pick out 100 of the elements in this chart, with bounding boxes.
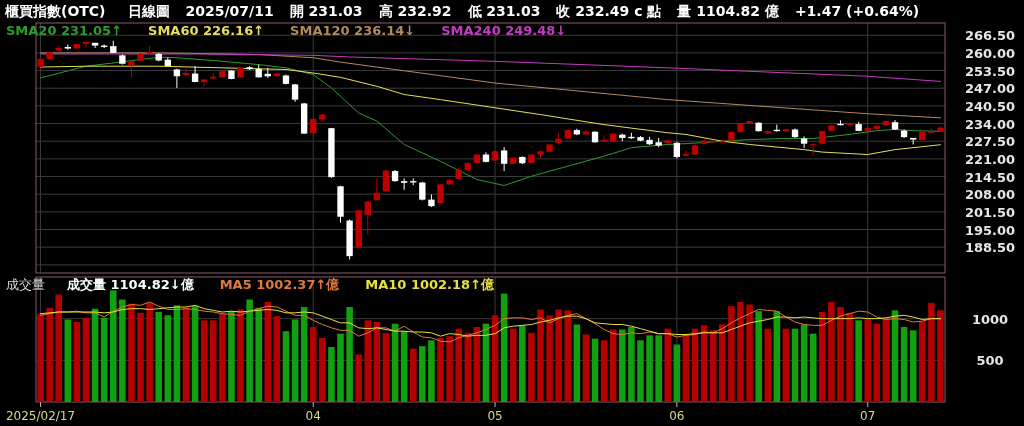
bar <box>146 302 153 402</box>
bar <box>873 323 881 402</box>
text: 日線圖 <box>127 3 170 19</box>
bar <box>682 334 690 402</box>
bar <box>555 309 562 402</box>
legend: 成交量 1104.82↓億 MA5 1002.37↑億 MA10 1002.18↑億 <box>67 277 495 292</box>
y-tick-label: 188.50 <box>964 240 1016 256</box>
bar <box>409 348 417 402</box>
bar <box>437 337 444 402</box>
bar <box>400 331 408 402</box>
bar <box>700 325 708 402</box>
bar <box>646 335 653 402</box>
bar <box>228 311 235 402</box>
y-axis-title: 成交量 <box>6 277 45 292</box>
text: 高 232.92 <box>378 3 452 19</box>
bar <box>573 324 581 402</box>
bar <box>382 332 390 402</box>
bar <box>709 330 717 402</box>
chart-title: 櫃買指數(OTC) <box>4 3 106 19</box>
bar <box>928 302 935 402</box>
x-tick-label: 05 <box>487 409 503 423</box>
bar <box>364 320 372 402</box>
y-tick-label: 195.00 <box>964 222 1016 238</box>
bar <box>309 327 317 402</box>
y-tick-label: 253.50 <box>964 63 1016 79</box>
bar <box>455 328 462 402</box>
bar <box>619 329 626 402</box>
bar <box>546 315 553 402</box>
bar <box>446 336 453 402</box>
bar <box>255 307 262 402</box>
bar <box>782 328 790 402</box>
y-tick-label: 260.00 <box>964 45 1016 61</box>
bar <box>719 324 726 402</box>
line-series <box>40 304 941 337</box>
bar <box>419 346 426 402</box>
bar <box>591 338 599 402</box>
y-tick-label: 234.00 <box>964 116 1016 132</box>
bar <box>82 317 90 402</box>
text: 量 1104.82 億 <box>676 3 780 19</box>
bar <box>100 317 108 402</box>
bar <box>237 309 244 402</box>
bar <box>919 321 926 402</box>
text: 低 231.03 <box>466 3 541 19</box>
bar <box>273 316 281 402</box>
y-tick-label: 266.50 <box>964 28 1016 44</box>
bar <box>537 309 544 402</box>
y-tick-label: 1000 <box>971 311 1009 327</box>
bar <box>55 294 62 402</box>
bar <box>182 307 190 402</box>
bar <box>791 328 799 402</box>
bar <box>937 310 944 402</box>
x-tick-label: 06 <box>669 409 685 423</box>
bar <box>155 312 162 402</box>
bar <box>655 335 662 402</box>
bar <box>528 332 535 402</box>
bar <box>328 347 335 402</box>
bar <box>673 344 681 402</box>
bar <box>828 302 835 402</box>
bar <box>319 337 326 402</box>
text: 開 231.03 <box>289 3 363 19</box>
bar <box>864 319 872 402</box>
x-tick-label: 04 <box>305 409 321 423</box>
y-tick-label: 500 <box>976 353 1004 369</box>
bar <box>600 340 608 402</box>
bar <box>246 299 253 402</box>
text: 2025/07/11 <box>185 3 274 19</box>
y-tick-label: 227.50 <box>964 134 1016 150</box>
bar <box>200 320 208 402</box>
bar <box>846 312 853 402</box>
legend: SMA20 231.05↑ SMA60 226.16↑ SMA120 236.14↓ SMA240 249.48↓ <box>6 23 567 38</box>
bar <box>519 325 526 402</box>
bar <box>355 354 362 402</box>
bar <box>764 328 772 402</box>
y-tick-label: 214.50 <box>964 169 1016 185</box>
bar <box>755 311 762 402</box>
bar <box>564 310 572 402</box>
bar <box>46 307 53 402</box>
y-tick-label: 208.00 <box>964 187 1016 203</box>
bar <box>264 302 272 402</box>
text: 收 232.49 c 點 <box>556 3 662 19</box>
bar <box>291 319 299 402</box>
y-tick-label: 240.50 <box>964 98 1016 114</box>
bar <box>282 331 290 402</box>
bar <box>819 312 826 402</box>
bar <box>428 340 435 402</box>
bar <box>37 313 44 402</box>
line-series <box>40 53 941 82</box>
y-tick-label: 221.00 <box>964 151 1016 167</box>
bar <box>128 303 135 402</box>
bar <box>637 340 644 402</box>
bar <box>119 299 126 402</box>
bar <box>809 333 817 402</box>
bar <box>855 320 862 402</box>
bar <box>728 306 735 402</box>
line-series <box>40 52 941 119</box>
bar <box>628 327 635 402</box>
bar <box>664 328 672 402</box>
bar <box>346 307 353 402</box>
bar <box>337 333 344 402</box>
bar <box>837 307 844 402</box>
